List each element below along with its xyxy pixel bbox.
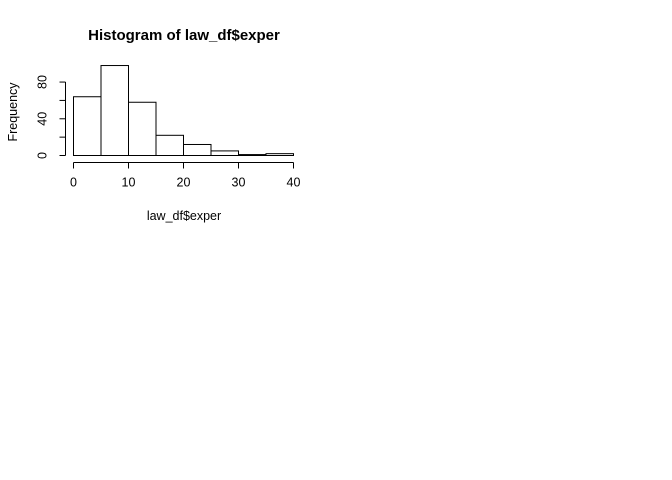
y-tick-label: 40 [36,112,50,126]
y-axis-label: Frequency [6,82,20,142]
histogram-bars [73,65,294,157]
x-tick-label: 40 [287,176,301,190]
histogram-bar [73,96,102,156]
y-tick-label: 0 [36,152,50,159]
chart-title: Histogram of law_df$exper [88,27,280,44]
x-tick-label: 10 [122,176,136,190]
x-axis-label: law_df$exper [147,209,221,223]
histogram-bar [238,154,267,157]
histogram-bar [265,153,294,157]
histogram-bar [100,65,129,156]
histogram-bar [155,134,184,156]
x-tick-label: 30 [232,176,246,190]
y-axis: 0 40 80 [36,75,66,159]
x-axis: 0 10 20 30 40 [70,162,301,190]
histogram-bar [183,143,212,156]
histogram-bar [128,101,157,156]
x-tick-label: 20 [177,176,191,190]
y-tick-label: 80 [36,75,50,89]
x-tick-label: 0 [70,176,77,190]
histogram-bar [210,150,239,157]
